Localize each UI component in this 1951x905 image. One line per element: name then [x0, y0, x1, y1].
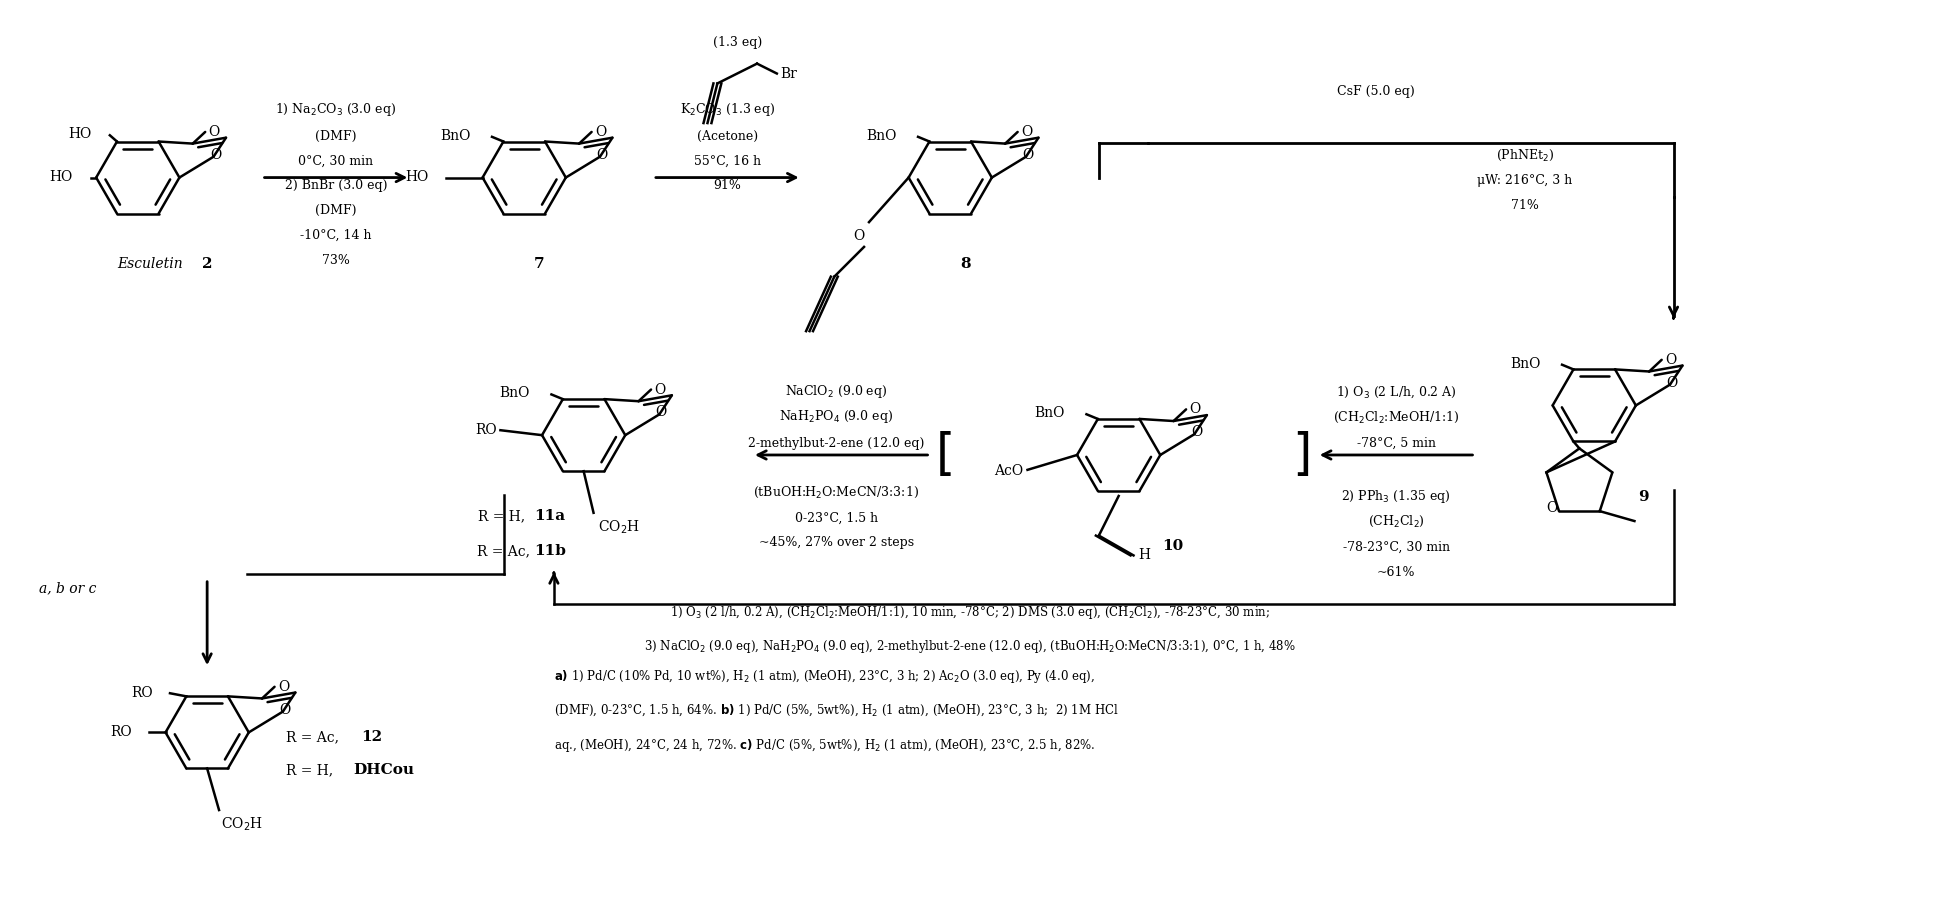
Text: R = H,: R = H, — [478, 510, 535, 523]
Text: O: O — [1666, 376, 1678, 390]
Text: O: O — [654, 383, 665, 396]
Text: ]: ] — [1292, 431, 1311, 479]
Text: 3) NaClO$_2$ (9.0 eq), NaH$_2$PO$_4$ (9.0 eq), 2-methylbut-2-ene (12.0 eq), (tBu: 3) NaClO$_2$ (9.0 eq), NaH$_2$PO$_4$ (9.… — [644, 638, 1295, 655]
Text: μW: 216°C, 3 h: μW: 216°C, 3 h — [1477, 175, 1573, 187]
Text: NaH$_2$PO$_4$ (9.0 eq): NaH$_2$PO$_4$ (9.0 eq) — [778, 408, 894, 425]
Text: 73%: 73% — [322, 253, 349, 267]
Text: O: O — [853, 229, 864, 243]
Text: O: O — [595, 125, 607, 139]
Text: Esculetin: Esculetin — [117, 257, 187, 271]
Text: 7: 7 — [535, 257, 544, 271]
Text: R = Ac,: R = Ac, — [287, 730, 343, 744]
Text: NaClO$_2$ (9.0 eq): NaClO$_2$ (9.0 eq) — [784, 384, 888, 401]
Text: O: O — [1545, 500, 1557, 515]
Text: R = H,: R = H, — [287, 763, 338, 777]
Text: 9: 9 — [1639, 490, 1649, 504]
Text: CO$_2$H: CO$_2$H — [597, 519, 640, 536]
Text: 8: 8 — [960, 257, 970, 271]
Text: 71%: 71% — [1510, 199, 1539, 213]
Text: 55°C, 16 h: 55°C, 16 h — [695, 155, 761, 167]
Text: K$_2$CO$_3$ (1.3 eq): K$_2$CO$_3$ (1.3 eq) — [679, 101, 775, 119]
Text: aq., (MeOH), 24°C, 24 h, 72%. $\bf{c)}$ Pd/C (5%, 5wt%), H$_2$ (1 atm), (MeOH), : aq., (MeOH), 24°C, 24 h, 72%. $\bf{c)}$ … — [554, 738, 1096, 755]
Text: BnO: BnO — [1510, 357, 1539, 371]
Text: 2: 2 — [201, 257, 213, 271]
Text: O: O — [1190, 403, 1200, 416]
Text: Br: Br — [780, 67, 796, 81]
Text: -78-23°C, 30 min: -78-23°C, 30 min — [1342, 541, 1450, 554]
Text: BnO: BnO — [1034, 406, 1065, 420]
Text: -78°C, 5 min: -78°C, 5 min — [1356, 437, 1436, 450]
Text: (Acetone): (Acetone) — [697, 130, 757, 143]
Text: 0°C, 30 min: 0°C, 30 min — [299, 155, 373, 167]
Text: (DMF): (DMF) — [316, 205, 357, 217]
Text: 11b: 11b — [535, 544, 566, 558]
Text: ~61%: ~61% — [1377, 566, 1414, 579]
Text: O: O — [1020, 125, 1032, 139]
Text: (PhNEt$_2$): (PhNEt$_2$) — [1496, 148, 1555, 163]
Text: 91%: 91% — [714, 179, 741, 193]
Text: HO: HO — [406, 169, 427, 184]
Text: O: O — [597, 148, 607, 162]
Text: O: O — [211, 148, 220, 162]
Text: [: [ — [936, 431, 956, 479]
Text: 2) BnBr (3.0 eq): 2) BnBr (3.0 eq) — [285, 179, 386, 193]
Text: RO: RO — [111, 726, 133, 739]
Text: 2) PPh$_3$ (1.35 eq): 2) PPh$_3$ (1.35 eq) — [1340, 488, 1452, 504]
Text: -10°C, 14 h: -10°C, 14 h — [300, 229, 373, 242]
Text: O: O — [1190, 425, 1202, 439]
Text: CsF (5.0 eq): CsF (5.0 eq) — [1336, 85, 1414, 99]
Text: 1) O$_3$ (2 L/h, 0.2 A): 1) O$_3$ (2 L/h, 0.2 A) — [1336, 385, 1457, 401]
Text: 11a: 11a — [535, 510, 566, 523]
Text: (tBuOH:H$_2$O:MeCN/3:3:1): (tBuOH:H$_2$O:MeCN/3:3:1) — [753, 484, 919, 500]
Text: O: O — [209, 125, 220, 139]
Text: 12: 12 — [361, 730, 382, 744]
Text: BnO: BnO — [499, 386, 529, 400]
Text: H: H — [1139, 548, 1151, 562]
Text: O: O — [279, 702, 291, 717]
Text: a, b or c: a, b or c — [39, 582, 96, 595]
Text: 1) O$_3$ (2 l/h, 0.2 A), (CH$_2$Cl$_2$:MeOH/1:1), 10 min, -78°C; 2) DMS (3.0 eq): 1) O$_3$ (2 l/h, 0.2 A), (CH$_2$Cl$_2$:M… — [669, 604, 1270, 621]
Text: ~45%, 27% over 2 steps: ~45%, 27% over 2 steps — [759, 536, 913, 549]
Text: O: O — [1664, 353, 1676, 367]
Text: RO: RO — [474, 424, 496, 437]
Text: 2-methylbut-2-ene (12.0 eq): 2-methylbut-2-ene (12.0 eq) — [747, 437, 925, 450]
Text: 10: 10 — [1163, 539, 1184, 553]
Text: O: O — [656, 405, 667, 419]
Text: BnO: BnO — [866, 129, 896, 143]
Text: DHCou: DHCou — [353, 763, 416, 777]
Text: HO: HO — [49, 169, 72, 184]
Text: O: O — [277, 680, 289, 694]
Text: (DMF), 0-23°C, 1.5 h, 64%. $\bf{b)}$ 1) Pd/C (5%, 5wt%), H$_2$ (1 atm), (MeOH), : (DMF), 0-23°C, 1.5 h, 64%. $\bf{b)}$ 1) … — [554, 702, 1118, 719]
Text: AcO: AcO — [995, 464, 1024, 478]
Text: 1) Na$_2$CO$_3$ (3.0 eq): 1) Na$_2$CO$_3$ (3.0 eq) — [275, 101, 396, 119]
Text: 0-23°C, 1.5 h: 0-23°C, 1.5 h — [794, 511, 878, 524]
Text: R = Ac,: R = Ac, — [476, 544, 535, 558]
Text: BnO: BnO — [439, 129, 470, 143]
Text: (1.3 eq): (1.3 eq) — [712, 36, 761, 49]
Text: HO: HO — [68, 128, 92, 141]
Text: (CH$_2$Cl$_2$): (CH$_2$Cl$_2$) — [1368, 514, 1424, 529]
Text: (CH$_2$Cl$_2$:MeOH/1:1): (CH$_2$Cl$_2$:MeOH/1:1) — [1333, 410, 1459, 425]
Text: CO$_2$H: CO$_2$H — [220, 816, 263, 834]
Text: O: O — [1022, 148, 1034, 162]
Text: RO: RO — [131, 686, 152, 700]
Text: $\bf{a)}$ 1) Pd/C (10% Pd, 10 wt%), H$_2$ (1 atm), (MeOH), 23°C, 3 h; 2) Ac$_2$O: $\bf{a)}$ 1) Pd/C (10% Pd, 10 wt%), H$_2… — [554, 668, 1095, 685]
Text: (DMF): (DMF) — [316, 130, 357, 143]
